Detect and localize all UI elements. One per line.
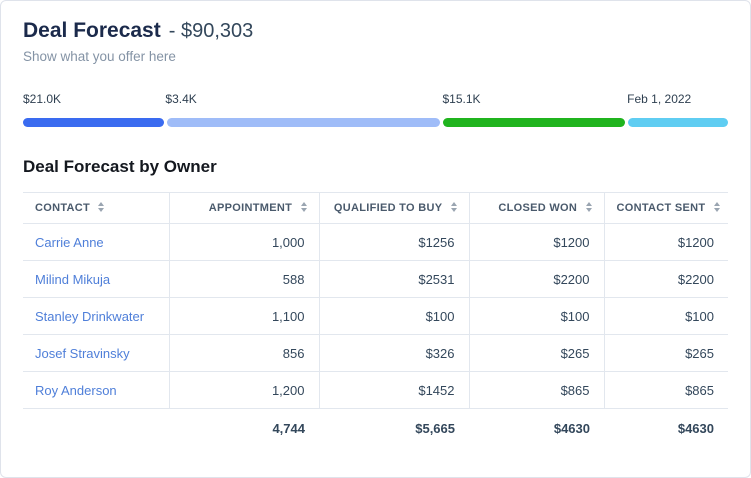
progress-segment-2 (166, 118, 441, 127)
column-header-appointment[interactable]: APPOINTMENT (168, 192, 320, 224)
contact-link[interactable]: Milind Mikuja (35, 271, 111, 287)
column-header-contact-sent[interactable]: CONTACT SENT (603, 192, 728, 224)
qualified-value: $326 (318, 334, 470, 372)
table-title: Deal Forecast by Owner (23, 157, 217, 176)
forecast-progress: $21.0K $3.4K $15.1K Feb 1, 2022 (23, 92, 728, 127)
contact-sent-value: $865 (603, 371, 728, 409)
contact-sent-total: $4630 (604, 408, 728, 449)
sort-icon (98, 202, 105, 213)
table-row: Milind Mikuja 588 $2531 $2200 $2200 (23, 260, 728, 298)
contact-sent-value: $265 (603, 334, 728, 372)
page-subtitle: Show what you offer here (23, 49, 176, 64)
sort-icon (585, 202, 592, 213)
contact-sent-value: $2200 (603, 260, 728, 298)
appointment-value: 856 (168, 334, 320, 372)
closed-won-value: $265 (468, 334, 605, 372)
contact-sent-value: $1200 (603, 223, 728, 261)
contact-link[interactable]: Stanley Drinkwater (35, 308, 145, 324)
contact-sent-value: $100 (603, 297, 728, 335)
qualified-value: $2531 (318, 260, 470, 298)
sort-icon (713, 202, 720, 213)
table-row: Carrie Anne 1,000 $1256 $1200 $1200 (23, 223, 728, 261)
appointment-total: 4,744 (169, 408, 319, 449)
table-row: Roy Anderson 1,200 $1452 $865 $865 (23, 371, 728, 409)
progress-bar (23, 118, 728, 127)
page-header: Deal Forecast - $90,303 (23, 19, 728, 43)
appointment-value: 588 (168, 260, 320, 298)
progress-label: $15.1K (442, 92, 481, 106)
closed-won-value: $1200 (468, 223, 605, 261)
sort-icon (450, 202, 457, 213)
progress-labels: $21.0K $3.4K $15.1K Feb 1, 2022 (23, 92, 728, 109)
table-row: Josef Stravinsky 856 $326 $265 $265 (23, 334, 728, 372)
progress-segment-3 (443, 118, 626, 127)
table-row: Stanley Drinkwater 1,100 $100 $100 $100 (23, 297, 728, 335)
column-header-qualified-to-buy[interactable]: QUALIFIED TO BUY (318, 192, 470, 224)
progress-label: Feb 1, 2022 (627, 92, 692, 106)
progress-segment-4 (628, 118, 728, 127)
qualified-total: $5,665 (319, 408, 469, 449)
forecast-table: CONTACT APPOINTMENT QUALIFIED TO BUY CLO… (23, 192, 728, 449)
contact-link[interactable]: Josef Stravinsky (35, 345, 130, 361)
closed-won-value: $100 (468, 297, 605, 335)
closed-won-total: $4630 (469, 408, 604, 449)
appointment-value: 1,000 (168, 223, 320, 261)
qualified-value: $100 (318, 297, 470, 335)
forecast-amount: - $90,303 (168, 20, 254, 42)
totals-empty-cell (23, 408, 169, 449)
column-header-contact[interactable]: CONTACT (23, 192, 170, 224)
sort-icon (300, 202, 307, 213)
table-totals-row: 4,744 $5,665 $4630 $4630 (23, 408, 728, 449)
closed-won-value: $2200 (468, 260, 605, 298)
progress-segment-1 (23, 118, 164, 127)
qualified-value: $1452 (318, 371, 470, 409)
appointment-value: 1,100 (168, 297, 320, 335)
closed-won-value: $865 (468, 371, 605, 409)
progress-label: $3.4K (165, 92, 197, 106)
appointment-value: 1,200 (168, 371, 320, 409)
contact-link[interactable]: Carrie Anne (35, 234, 104, 250)
contact-link[interactable]: Roy Anderson (35, 382, 117, 398)
page-title: Deal Forecast (23, 19, 161, 42)
qualified-value: $1256 (318, 223, 470, 261)
column-header-closed-won[interactable]: CLOSED WON (468, 192, 605, 224)
table-header-row: CONTACT APPOINTMENT QUALIFIED TO BUY CLO… (23, 192, 728, 224)
progress-label: $21.0K (23, 92, 62, 106)
